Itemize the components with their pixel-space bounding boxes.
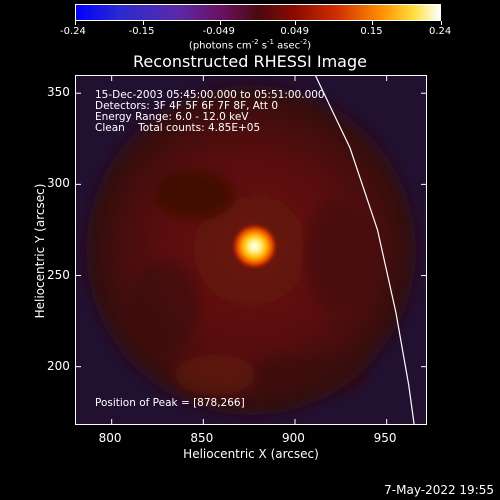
colorbar-tick-label: 0.049 (280, 26, 309, 37)
colorbar-units-label: (photons cm-2 s-1 asec-2) (188, 38, 312, 52)
colorbar-tick-mark (143, 21, 145, 25)
annotation-peak: Position of Peak = [878,266] (95, 397, 245, 409)
colorbar-tick-label: 0.15 (360, 26, 383, 37)
colorbar-tick-label: 0.24 (429, 26, 452, 37)
colorbar-tick-label: -0.15 (128, 26, 155, 37)
colorbar-tick-mark (371, 21, 373, 25)
annotation-energy: Energy Range: 6.0 - 12.0 keV (95, 111, 249, 123)
x-tick-label: 900 (282, 431, 305, 445)
solar-limb-line (314, 75, 415, 425)
colorbar-tick-mark (440, 21, 442, 25)
x-tick-label: 950 (373, 431, 397, 445)
peak-source (230, 222, 279, 271)
colorbar-tick-mark (294, 21, 296, 25)
x-tick-label: 850 (190, 431, 214, 445)
colorbar-tick-label: -0.049 (202, 26, 235, 37)
y-tick-label: 200 (47, 358, 70, 373)
footer-date: 7-May-2022 19:55 (384, 483, 494, 497)
annotation-clean: Clean Total counts: 4.85E+05 (95, 122, 261, 134)
colorbar-tick-mark (220, 21, 222, 25)
colorbar-tick-mark (74, 21, 76, 25)
x-axis-label: Heliocentric X (arcsec) (183, 447, 319, 461)
chart-title: Reconstructed RHESSI Image (133, 52, 367, 71)
heatmap-plot (75, 75, 427, 425)
y-tick-label: 250 (47, 267, 70, 282)
plot-frame (75, 75, 427, 425)
annotation-detectors: Detectors: 3F 4F 5F 6F 7F 8F, Att 0 (95, 100, 279, 112)
colorbar (75, 4, 441, 21)
colorbar-tick-label: -0.24 (60, 26, 86, 37)
x-tick-label: 800 (98, 431, 122, 445)
annotation-time: 15-Dec-2003 05:45:00.000 to 05:51:00.000 (95, 89, 325, 101)
y-axis-label: Heliocentric Y (arcsec) (33, 183, 47, 319)
y-tick-label: 350 (47, 85, 70, 100)
y-tick-label: 300 (47, 176, 70, 191)
